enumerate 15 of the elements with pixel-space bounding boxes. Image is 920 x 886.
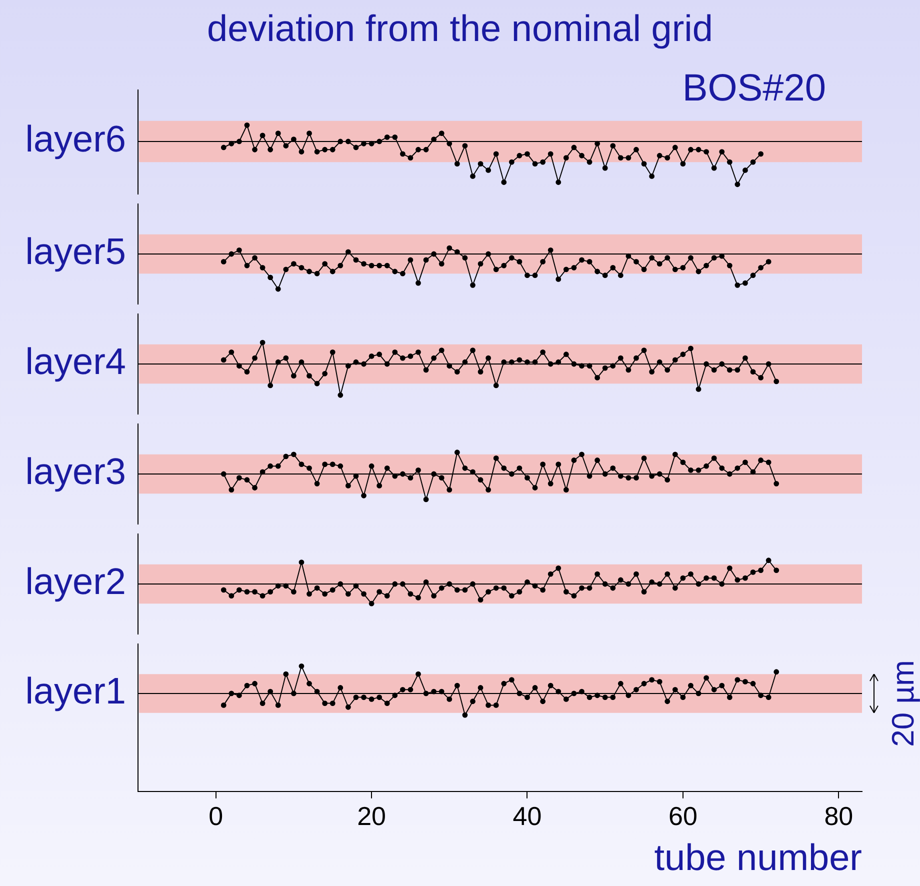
y-axis-title: layer4 xyxy=(25,341,126,382)
x-tick-label: 60 xyxy=(668,801,698,832)
text: BOS#20 xyxy=(682,67,826,110)
x-tick-label: 0 xyxy=(208,801,224,832)
y-axis-title: layer1 xyxy=(25,670,126,712)
x-tick-label: 40 xyxy=(512,801,542,832)
x-axis-title: tube number xyxy=(654,837,862,878)
y-axis-title: layer5 xyxy=(25,231,126,272)
y-axis-title: layer2 xyxy=(25,561,126,602)
x-tick-label: 20 xyxy=(357,801,386,832)
x-tick-label: 80 xyxy=(824,801,854,832)
chart-title: deviation from the nominal grid xyxy=(206,8,714,50)
y-axis-title: layer3 xyxy=(25,451,126,492)
text: 20 µm xyxy=(886,660,920,747)
y-axis-title: layer6 xyxy=(25,118,126,160)
